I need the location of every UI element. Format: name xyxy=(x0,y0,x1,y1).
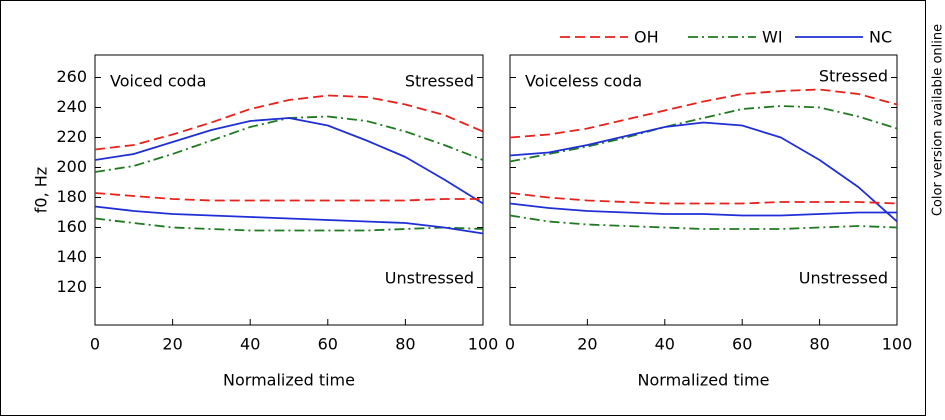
legend-label: WI xyxy=(762,28,783,47)
annotation: Voiced coda xyxy=(110,72,206,91)
y-tick-label: 140 xyxy=(56,247,87,266)
x-tick-label: 40 xyxy=(655,335,675,354)
legend-label: NC xyxy=(869,28,892,47)
legend-label: OH xyxy=(634,28,659,47)
series-line xyxy=(95,96,483,150)
y-tick-label: 180 xyxy=(56,187,87,206)
x-tick-label: 0 xyxy=(90,335,100,354)
x-tick-label: 20 xyxy=(577,335,597,354)
series-line xyxy=(95,117,483,173)
x-axis-label: Normalized time xyxy=(638,371,770,390)
x-tick-label: 80 xyxy=(395,335,415,354)
y-tick-label: 220 xyxy=(56,127,87,146)
y-tick-label: 260 xyxy=(56,67,87,86)
series-line xyxy=(510,106,897,162)
figure-border xyxy=(1,1,926,416)
x-tick-label: 100 xyxy=(882,335,913,354)
series-line xyxy=(510,90,897,138)
y-tick-label: 200 xyxy=(56,157,87,176)
x-tick-label: 20 xyxy=(162,335,182,354)
x-tick-label: 0 xyxy=(505,335,515,354)
series-line xyxy=(95,207,483,234)
y-tick-label: 160 xyxy=(56,217,87,236)
series-line xyxy=(510,204,897,216)
x-tick-label: 100 xyxy=(468,335,499,354)
y-tick-label: 240 xyxy=(56,97,87,116)
x-axis-label: Normalized time xyxy=(223,371,355,390)
annotation: Voiceless coda xyxy=(525,72,642,91)
annotation: Unstressed xyxy=(799,269,888,288)
annotation: Stressed xyxy=(819,67,888,86)
series-line xyxy=(510,216,897,230)
y-tick-label: 120 xyxy=(56,277,87,296)
annotation: Unstressed xyxy=(385,269,474,288)
series-line xyxy=(95,118,483,204)
series-line xyxy=(510,193,897,204)
annotation: Stressed xyxy=(405,72,474,91)
x-tick-label: 60 xyxy=(318,335,338,354)
series-line xyxy=(95,193,483,201)
x-tick-label: 40 xyxy=(240,335,260,354)
y-axis-label: f0, Hz xyxy=(32,167,51,213)
series-line xyxy=(510,123,897,222)
x-tick-label: 60 xyxy=(732,335,752,354)
side-note: Color version available online xyxy=(931,24,945,216)
x-tick-label: 80 xyxy=(809,335,829,354)
